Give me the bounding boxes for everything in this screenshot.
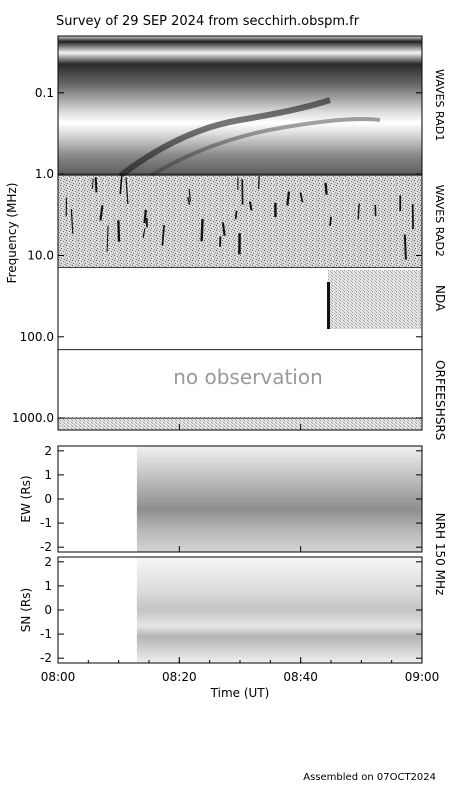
no-observation-label: no observation xyxy=(173,365,323,389)
nrh-label: NRH 150 MHz xyxy=(433,513,447,596)
rad2-mark xyxy=(257,175,260,189)
instrument-label-waves-rad2: WAVES RAD2 xyxy=(433,185,446,257)
time-tick-label-2: 08:40 xyxy=(283,670,318,684)
sn-axis-label: SN (Rs) xyxy=(19,588,33,632)
nrh-tick-label: 1 xyxy=(44,579,52,593)
nrh-ew-panel: 2 1 0 -1 -2 EW (Rs) xyxy=(19,444,423,554)
rad2-mark xyxy=(91,178,94,189)
rad2-mark xyxy=(161,225,165,246)
frequency-axis-label: Frequency (MHz) xyxy=(5,183,19,284)
rad2-mark xyxy=(187,196,191,205)
instrument-label-orfees: ORFEES xyxy=(433,360,447,407)
freq-tick-label: 100.0 xyxy=(20,330,54,344)
nrh-tick-label: 1 xyxy=(44,468,52,482)
rad2-mark xyxy=(221,222,226,236)
chart-title: Survey of 29 SEP 2024 from secchirh.obsp… xyxy=(56,14,360,29)
rad2-mark xyxy=(329,216,332,226)
rad2-mark xyxy=(70,209,74,234)
rad2-mark xyxy=(106,225,109,252)
nrh-sn-panel: 2 1 0 -1 -2 SN (Rs) xyxy=(19,555,423,665)
frequency-axis-ticks: 0.1 1.0 10.0 100.0 1000.0 xyxy=(12,86,422,425)
instrument-label-waves-rad1: WAVES RAD1 xyxy=(433,69,446,141)
rad1-burst-track xyxy=(118,97,331,179)
time-tick-label-3: 09:00 xyxy=(405,670,440,684)
nrh-tick-label: 2 xyxy=(44,444,52,458)
rad2-mark xyxy=(286,191,291,206)
rad2-mark xyxy=(119,174,123,195)
rad2-mark xyxy=(403,234,407,260)
sn-axis-ticks: 2 1 0 -1 -2 xyxy=(40,555,422,665)
freq-tick-label: 10.0 xyxy=(27,248,54,262)
nrh-tick-label: -2 xyxy=(40,540,52,554)
nrh-tick-label: 0 xyxy=(44,492,52,506)
rad1-burst-track-2 xyxy=(148,117,381,178)
nrh-tick-label: -2 xyxy=(40,651,52,665)
instrument-label-nda: NDA xyxy=(433,285,447,312)
freq-tick-label: 1.0 xyxy=(35,167,54,181)
rad2-mark xyxy=(357,203,360,220)
nda-data-edge xyxy=(327,282,330,329)
rad2-mark xyxy=(248,201,253,211)
nrh-ew-data xyxy=(136,446,422,552)
time-axis-label: Time (UT) xyxy=(210,686,270,700)
nrh-sn-data xyxy=(136,557,422,663)
nda-data xyxy=(328,270,422,329)
nrh-tick-label: 0 xyxy=(44,603,52,617)
rad2-mark xyxy=(200,218,204,242)
assembly-footer: Assembled on 07OCT2024 xyxy=(303,772,436,783)
rad2-mark xyxy=(99,205,104,221)
rad2-mark xyxy=(324,182,328,195)
rad2-mark xyxy=(142,228,146,239)
ew-axis-ticks: 2 1 0 -1 -2 xyxy=(40,444,422,554)
time-tick-label-1: 08:20 xyxy=(162,670,197,684)
hsrs-band xyxy=(58,417,422,430)
rad2-mark xyxy=(125,177,129,205)
rad2-mark xyxy=(94,177,98,193)
spectrum-panel: no observation 0.1 1.0 10.0 100.0 1000.0 Fre… xyxy=(5,35,447,440)
rad2-burst-marks xyxy=(65,174,414,260)
rad2-mark xyxy=(143,209,147,224)
time-axis-ticks: 08:00 08:20 08:40 09:00 xyxy=(41,424,440,684)
spectrum-frame xyxy=(57,35,423,431)
rad2-mark xyxy=(299,192,304,203)
nrh-tick-label: 2 xyxy=(44,555,52,569)
freq-tick-label: 1000.0 xyxy=(12,411,54,425)
rad1-band xyxy=(58,36,422,176)
instrument-label-hsrs: HSRS xyxy=(433,408,447,441)
rad2-mark xyxy=(188,189,191,202)
ew-axis-label: EW (Rs) xyxy=(19,475,33,522)
freq-tick-label: 0.1 xyxy=(35,86,54,100)
time-tick-label-0: 08:00 xyxy=(41,670,76,684)
nrh-tick-label: -1 xyxy=(40,627,52,641)
rad2-mark xyxy=(117,220,121,242)
nrh-tick-label: -1 xyxy=(40,516,52,530)
rad2-mark xyxy=(234,210,238,220)
